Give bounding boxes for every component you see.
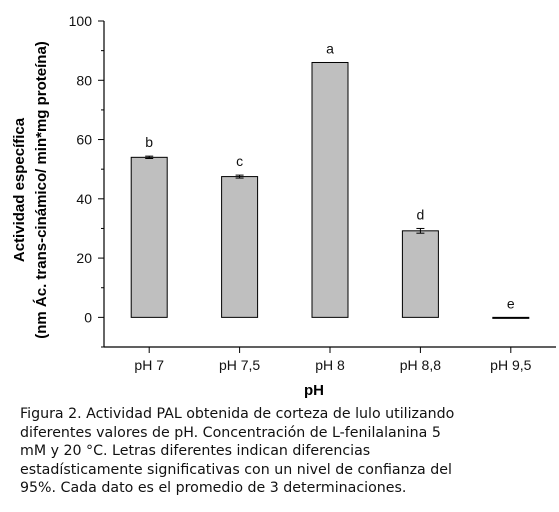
- x-tick-label: pH 7,5: [219, 357, 260, 373]
- x-tick-label: pH 9,5: [490, 357, 531, 373]
- bar: [401, 230, 439, 318]
- bar: [130, 156, 168, 318]
- chart: 0 20 40 60 80 100 b pH 7 c pH 7,5 a pH 8 d pH 8,8 e pH …: [11, 13, 556, 399]
- y-axis-title: Actividad específica: [11, 117, 28, 262]
- caption-line: diferentes valores de pH. Concentración …: [20, 424, 441, 441]
- x-tick-label: pH 7: [134, 357, 164, 373]
- y-tick-label: 40: [76, 191, 92, 207]
- bar: [492, 316, 530, 319]
- caption-line: Figura 2. Actividad PAL obtenida de cort…: [20, 406, 455, 422]
- y-tick-label: 20: [76, 250, 92, 266]
- significance-letter: e: [507, 295, 515, 311]
- bar: [221, 176, 259, 318]
- bar: [311, 61, 349, 318]
- y-axis-title-units: (nm Ác. trans-cinámico/ min*mg proteína): [33, 41, 50, 339]
- figure-caption: Figura 2. Actividad PAL obtenida de cort…: [20, 405, 555, 498]
- y-tick-label: 80: [76, 72, 92, 88]
- x-tick-label: pH 8,8: [400, 357, 441, 373]
- y-tick-label: 60: [76, 132, 92, 148]
- y-tick-label: 100: [69, 13, 93, 29]
- y-tick-label: 0: [84, 309, 92, 325]
- caption-line: 95%. Cada dato es el promedio de 3 deter…: [20, 480, 407, 496]
- significance-letter: a: [326, 40, 334, 56]
- significance-letter: b: [145, 134, 153, 150]
- caption-line: estadísticamente significativas con un n…: [20, 461, 452, 478]
- significance-letter: c: [236, 153, 243, 169]
- significance-letter: d: [417, 206, 425, 222]
- x-axis-title: pH: [304, 382, 324, 399]
- x-tick-label: pH 8: [315, 357, 345, 373]
- caption-line: mM y 20 °C. Letras diferentes indican di…: [20, 443, 371, 459]
